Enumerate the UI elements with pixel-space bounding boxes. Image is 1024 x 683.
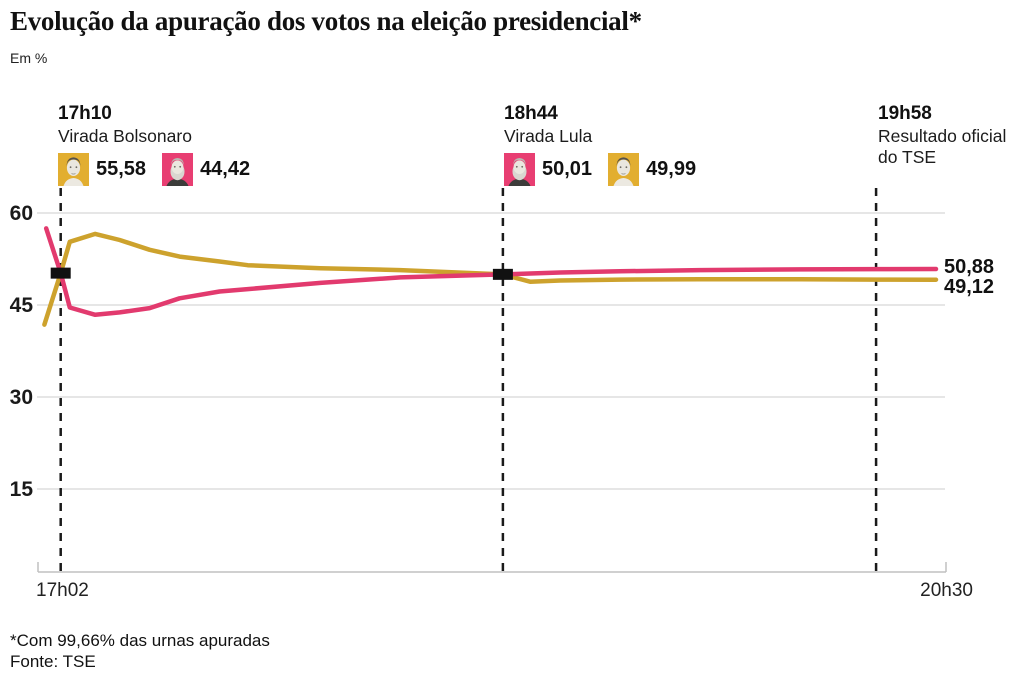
crossing-marker xyxy=(50,267,71,279)
series-line-bolsonaro xyxy=(42,231,939,327)
footnote-source: Fonte: TSE xyxy=(10,652,96,671)
annotation-label: Virada Bolsonaro xyxy=(58,126,192,146)
page-title: Evolução da apuração dos votos na eleiçã… xyxy=(10,6,642,36)
bolsonaro-avatar-icon xyxy=(608,153,640,186)
series-line-lula xyxy=(43,226,939,318)
annotation-label: Virada Lula xyxy=(504,126,593,146)
lula-value: 44,42 xyxy=(200,158,251,180)
bolsonaro-value: 49,99 xyxy=(646,158,697,180)
lula-value: 50,01 xyxy=(542,158,593,180)
annotation-time: 18h44 xyxy=(504,103,558,124)
footnote-urns: *Com 99,66% das urnas apuradas xyxy=(10,631,270,650)
y-tick-label: 60 xyxy=(9,202,33,226)
lula-final-value: 50,88 xyxy=(944,256,995,278)
y-tick-label: 30 xyxy=(9,386,33,409)
lula-avatar-icon xyxy=(504,153,535,186)
annotation-time: 19h58 xyxy=(878,103,932,124)
crossing-marker xyxy=(492,268,513,280)
y-tick-label: 45 xyxy=(9,294,33,317)
annotation-virada-bolsonaro: 17h10 Virada Bolsonaro 55,58 xyxy=(58,103,259,186)
annotation-resultado-oficial: 19h58 Resultado oficial do TSE xyxy=(878,103,1012,168)
annotation-time: 17h10 xyxy=(58,103,112,124)
bolsonaro-value: 55,58 xyxy=(96,158,147,180)
bolsonaro-avatar-icon xyxy=(58,153,89,186)
annotation-label: Resultado oficial do TSE xyxy=(878,126,1007,167)
x-tick-label: 20h30 xyxy=(920,580,973,601)
footnotes: *Com 99,66% das urnas apuradas Fonte: TS… xyxy=(10,630,270,672)
unit-label: Em % xyxy=(10,50,48,66)
annotation-virada-lula: 18h44 Virada Lula 50,01 xyxy=(504,103,705,186)
bolsonaro-final-value: 49,12 xyxy=(944,276,995,298)
lula-avatar-icon xyxy=(162,153,194,186)
x-tick-label: 17h02 xyxy=(36,580,89,601)
y-tick-label: 15 xyxy=(9,478,33,501)
